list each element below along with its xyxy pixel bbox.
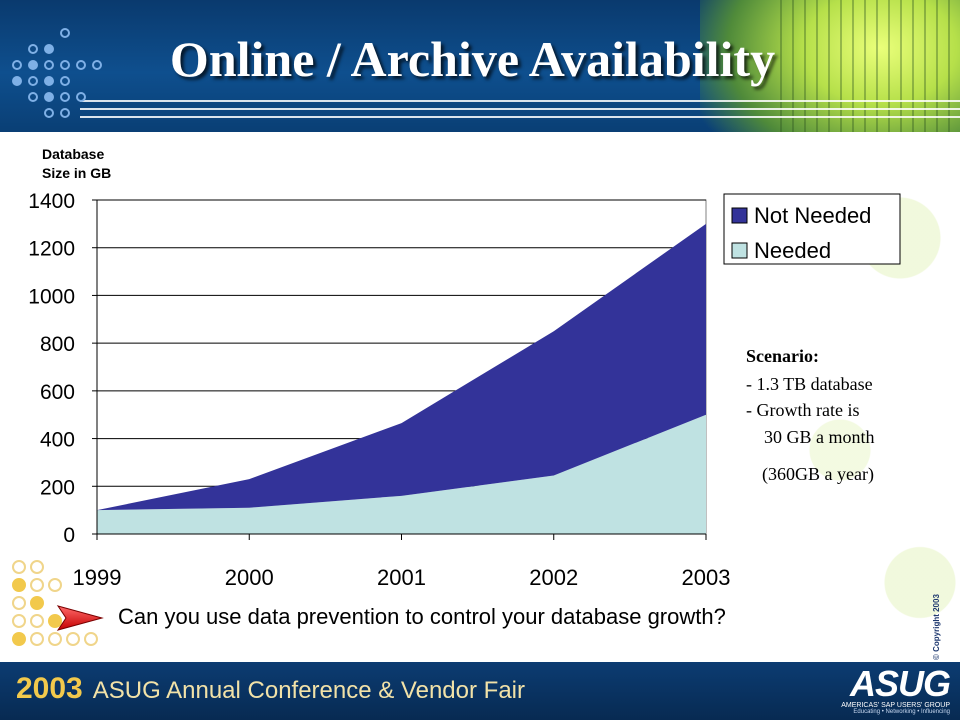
dot <box>48 614 62 628</box>
y-tick-label: 0 <box>63 524 75 547</box>
area-chart: 0 200 400 600 800 1000 1200 1400 1999 2000 2001 20… <box>28 190 901 590</box>
y-tick-label: 1200 <box>28 238 75 261</box>
dot <box>48 632 62 646</box>
dot <box>76 92 86 102</box>
dot <box>28 60 38 70</box>
legend-box <box>723 193 901 265</box>
legend-swatch <box>731 242 748 259</box>
dot <box>12 596 26 610</box>
x-tick-label: 2003 <box>682 565 731 590</box>
y-axis-label-line: Database <box>42 146 105 162</box>
dot <box>60 60 70 70</box>
dot <box>30 614 44 628</box>
dot <box>44 92 54 102</box>
legend-label: Needed <box>754 238 831 263</box>
slide-footer <box>0 662 960 720</box>
dot <box>76 60 86 70</box>
dot <box>12 560 26 574</box>
dot <box>30 560 44 574</box>
x-tick-label: 1999 <box>73 565 122 590</box>
asug-logo-subtitle: AMERICAS' SAP USERS' GROUP <box>841 702 950 709</box>
asug-logo-text: ASUG <box>849 663 951 704</box>
y-tick-label: 600 <box>40 381 75 404</box>
dot <box>44 108 54 118</box>
chart-axes <box>92 199 707 540</box>
asug-logo: ASUG AMERICAS' SAP USERS' GROUP Educatin… <box>820 663 951 718</box>
dot <box>60 108 70 118</box>
y-tick-label: 1400 <box>28 190 75 213</box>
header-stripes <box>770 0 960 132</box>
legend-label: Not Needed <box>754 203 871 228</box>
scenario-note: Scenario: - 1.3 TB database - Growth rat… <box>746 342 875 489</box>
y-tick-label: 1000 <box>28 285 75 308</box>
dot <box>60 76 70 86</box>
dot <box>44 76 54 86</box>
x-tick-label: 2000 <box>225 565 274 590</box>
area-series-not-needed <box>97 223 706 511</box>
header-line <box>80 100 960 102</box>
y-axis-label-line: Size in GB <box>42 165 112 181</box>
dot <box>28 92 38 102</box>
dot <box>28 44 38 54</box>
scenario-line: 30 GB a month <box>764 427 875 447</box>
scenario-line: (360GB a year) <box>762 464 874 484</box>
dot <box>28 76 38 86</box>
dot <box>84 632 98 646</box>
scenario-line: - 1.3 TB database <box>746 374 873 394</box>
dot <box>60 92 70 102</box>
header-line <box>80 108 960 110</box>
dot <box>12 60 22 70</box>
arrow-icon <box>56 605 104 631</box>
chart-legend: Not Needed Needed <box>723 193 901 265</box>
x-tick-label: 2002 <box>529 565 578 590</box>
dot <box>30 578 44 592</box>
dot <box>30 632 44 646</box>
question-text: Can you use data prevention to control y… <box>118 604 726 629</box>
y-tick-label: 400 <box>40 429 75 452</box>
y-tick-label: 200 <box>40 476 75 499</box>
scenario-line: - Growth rate is <box>746 400 860 420</box>
slide-header: Online / Archive Availability <box>0 0 960 132</box>
footer-event-name: ASUG Annual Conference & Vendor Fair <box>92 677 525 704</box>
header-glow <box>700 0 960 132</box>
x-tick-labels: 1999 2000 2001 2002 2003 <box>73 565 731 590</box>
dot <box>44 44 54 54</box>
legend-swatch <box>731 207 748 224</box>
y-axis-label: Database Size in GB <box>42 145 111 183</box>
x-tick-label: 2001 <box>377 565 426 590</box>
dot <box>66 632 80 646</box>
dot <box>12 578 26 592</box>
copyright-text: © Copyright 2003 <box>932 594 941 660</box>
dot <box>60 28 70 38</box>
scenario-heading: Scenario: <box>746 346 819 366</box>
header-line <box>80 116 960 118</box>
area-series-needed <box>97 414 706 534</box>
dot <box>30 596 44 610</box>
dot <box>48 578 62 592</box>
y-tick-label: 800 <box>40 333 75 356</box>
slide-title: Online / Archive Availability <box>169 31 776 87</box>
dot <box>12 632 26 646</box>
dot <box>44 60 54 70</box>
dot <box>92 60 102 70</box>
dot <box>12 614 26 628</box>
dot <box>12 76 22 86</box>
footer-event-title: 2003 ASUG Annual Conference & Vendor Fair <box>16 672 525 706</box>
footer-year: 2003 <box>16 672 83 705</box>
asug-logo-tagline: Educating • Networking • Influencing <box>853 709 950 715</box>
y-tick-labels: 0 200 400 600 800 1000 1200 1400 <box>28 190 75 547</box>
